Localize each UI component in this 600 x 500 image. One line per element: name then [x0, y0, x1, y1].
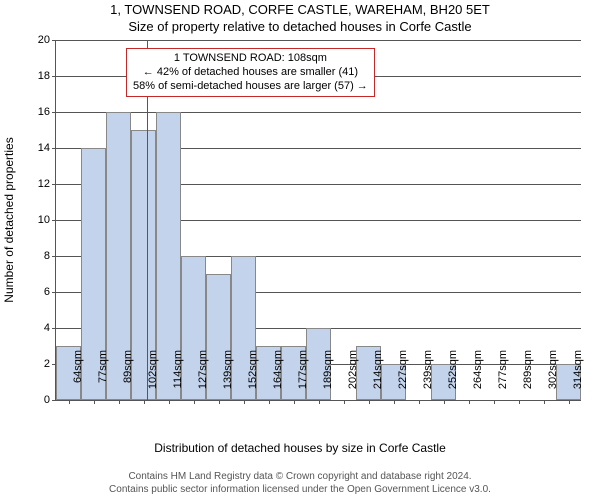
x-tick-mark	[169, 400, 170, 404]
x-tick-mark	[444, 400, 445, 404]
y-tick-mark	[52, 400, 56, 401]
y-tick-label: 8	[20, 250, 50, 262]
x-axis-label: Distribution of detached houses by size …	[0, 441, 600, 455]
x-tick-mark	[294, 400, 295, 404]
y-tick-mark	[52, 76, 56, 77]
x-tick-label: 77sqm	[97, 350, 109, 405]
annotation-line: ← 42% of detached houses are smaller (41…	[133, 66, 368, 80]
y-tick-label: 6	[20, 286, 50, 298]
x-tick-mark	[544, 400, 545, 404]
x-tick-label: 289sqm	[522, 350, 534, 405]
x-tick-mark	[219, 400, 220, 404]
y-tick-mark	[52, 328, 56, 329]
y-tick-label: 0	[20, 394, 50, 406]
y-tick-label: 12	[20, 178, 50, 190]
x-tick-label: 89sqm	[122, 350, 134, 405]
x-tick-label: 139sqm	[222, 350, 234, 405]
x-tick-mark	[144, 400, 145, 404]
footer-attribution: Contains HM Land Registry data © Crown c…	[0, 471, 600, 496]
y-tick-mark	[52, 40, 56, 41]
x-tick-mark	[269, 400, 270, 404]
chart-title-sub: Size of property relative to detached ho…	[0, 19, 600, 34]
x-tick-mark	[319, 400, 320, 404]
gridline	[56, 40, 581, 41]
x-tick-mark	[69, 400, 70, 404]
annotation-box: 1 TOWNSEND ROAD: 108sqm← 42% of detached…	[126, 48, 375, 97]
y-tick-label: 2	[20, 358, 50, 370]
gridline	[56, 112, 581, 113]
y-tick-label: 20	[20, 34, 50, 46]
x-tick-label: 239sqm	[422, 350, 434, 405]
x-tick-mark	[194, 400, 195, 404]
x-tick-label: 264sqm	[472, 350, 484, 405]
y-tick-mark	[52, 292, 56, 293]
x-tick-label: 302sqm	[547, 350, 559, 405]
x-tick-label: 127sqm	[197, 350, 209, 405]
y-tick-mark	[52, 112, 56, 113]
x-tick-label: 314sqm	[572, 350, 584, 405]
x-tick-label: 252sqm	[447, 350, 459, 405]
x-tick-label: 189sqm	[322, 350, 334, 405]
y-tick-label: 18	[20, 70, 50, 82]
y-tick-label: 4	[20, 322, 50, 334]
x-tick-label: 152sqm	[247, 350, 259, 405]
x-tick-label: 227sqm	[397, 350, 409, 405]
annotation-line: 58% of semi-detached houses are larger (…	[133, 80, 368, 94]
annotation-line: 1 TOWNSEND ROAD: 108sqm	[133, 52, 368, 66]
x-tick-label: 214sqm	[372, 350, 384, 405]
x-tick-mark	[344, 400, 345, 404]
y-tick-mark	[52, 220, 56, 221]
x-tick-mark	[419, 400, 420, 404]
x-tick-mark	[244, 400, 245, 404]
y-tick-mark	[52, 148, 56, 149]
x-tick-label: 177sqm	[297, 350, 309, 405]
y-tick-label: 14	[20, 142, 50, 154]
footer-line-2: Contains public sector information licen…	[0, 484, 600, 497]
x-tick-label: 202sqm	[347, 350, 359, 405]
chart-title-main: 1, TOWNSEND ROAD, CORFE CASTLE, WAREHAM,…	[0, 2, 600, 17]
x-tick-mark	[469, 400, 470, 404]
x-tick-mark	[569, 400, 570, 404]
y-tick-label: 16	[20, 106, 50, 118]
x-tick-mark	[94, 400, 95, 404]
footer-line-1: Contains HM Land Registry data © Crown c…	[0, 471, 600, 484]
x-tick-mark	[394, 400, 395, 404]
y-axis-label: Number of detached properties	[2, 137, 16, 302]
x-tick-label: 64sqm	[72, 350, 84, 405]
x-tick-mark	[119, 400, 120, 404]
x-tick-label: 277sqm	[497, 350, 509, 405]
y-tick-mark	[52, 256, 56, 257]
x-tick-mark	[519, 400, 520, 404]
x-tick-label: 114sqm	[172, 350, 184, 405]
x-tick-label: 164sqm	[272, 350, 284, 405]
y-tick-mark	[52, 184, 56, 185]
x-tick-mark	[369, 400, 370, 404]
y-tick-label: 10	[20, 214, 50, 226]
x-tick-mark	[494, 400, 495, 404]
x-tick-label: 102sqm	[147, 350, 159, 405]
chart-container: 1, TOWNSEND ROAD, CORFE CASTLE, WAREHAM,…	[0, 0, 600, 500]
plot-area: 1 TOWNSEND ROAD: 108sqm← 42% of detached…	[55, 40, 581, 401]
